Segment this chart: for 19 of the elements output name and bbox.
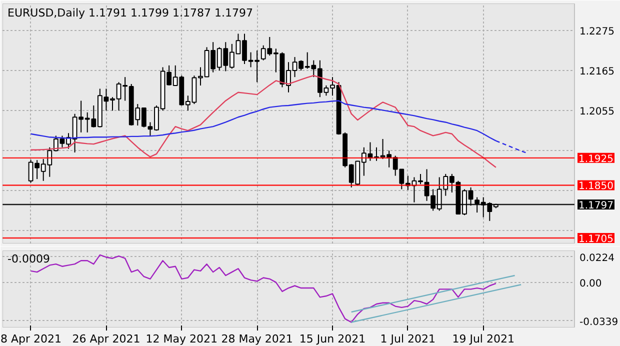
y-tick-label: -0.0339: [580, 317, 618, 328]
y-tick-label: 1.2165: [580, 66, 614, 78]
ref-line-label: 1.1850: [578, 181, 614, 192]
ref-line-label: 1.1797: [578, 200, 614, 212]
y-tick-label: 0.0224: [580, 252, 614, 264]
y-tick-label: 1.2275: [580, 26, 614, 38]
ref-line-label: 1.1925: [578, 154, 614, 165]
x-tick-label: 26 Apr 2021: [72, 332, 140, 346]
y-tick-label: 1.2055: [580, 106, 614, 118]
chart-title: EURUSD,Daily 1.1791 1.1799 1.1787 1.1797: [8, 6, 253, 20]
ref-line-label: 1.1705: [578, 234, 614, 246]
x-tick-label: 1 Jul 2021: [380, 332, 436, 346]
x-tick-label: 28 May 2021: [221, 332, 293, 346]
x-tick-label: 8 Apr 2021: [0, 332, 62, 346]
y-tick-label: 0.00: [580, 278, 602, 290]
x-tick-label: 19 Jul 2021: [452, 332, 514, 346]
x-tick-label: 15 Jun 2021: [299, 332, 366, 346]
x-tick-label: 12 May 2021: [146, 332, 218, 346]
annotation: -0.0009: [8, 252, 50, 266]
